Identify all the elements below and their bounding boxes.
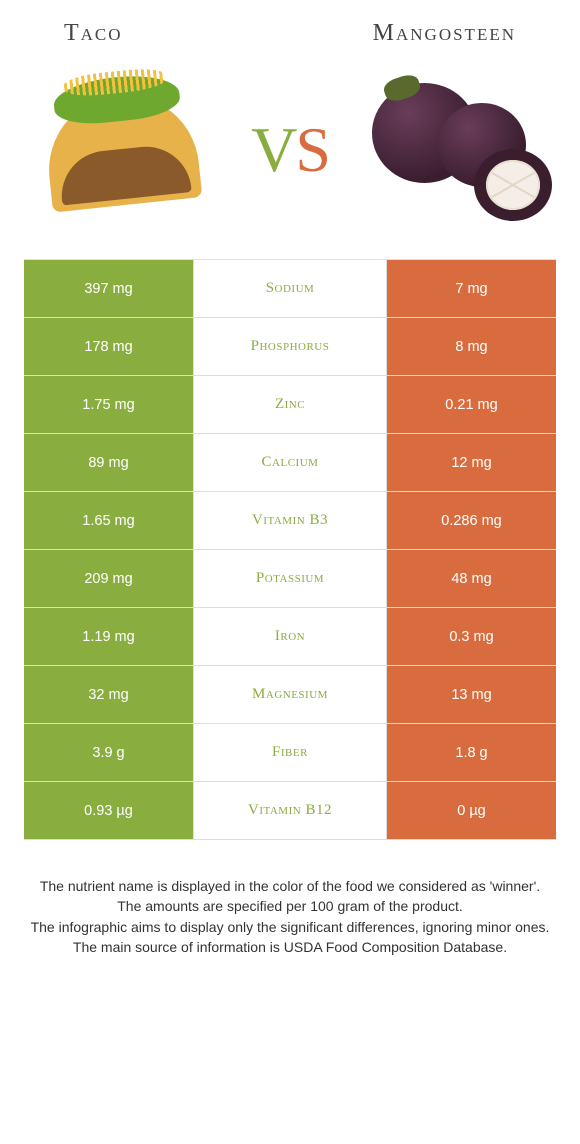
nutrient-name: Iron xyxy=(194,608,386,665)
nutrient-name: Vitamin B12 xyxy=(194,782,386,839)
left-value: 209 mg xyxy=(24,550,194,607)
right-value: 48 mg xyxy=(386,550,556,607)
table-row: 178 mgPhosphorus8 mg xyxy=(24,318,556,376)
vs-v: V xyxy=(251,114,295,185)
nutrient-name: Zinc xyxy=(194,376,386,433)
footnote-line: The infographic aims to display only the… xyxy=(30,917,550,937)
table-row: 1.75 mgZinc0.21 mg xyxy=(24,376,556,434)
table-row: 32 mgMagnesium13 mg xyxy=(24,666,556,724)
nutrient-name: Vitamin B3 xyxy=(194,492,386,549)
taco-icon xyxy=(41,87,202,212)
right-value: 0.286 mg xyxy=(386,492,556,549)
nutrient-name: Fiber xyxy=(194,724,386,781)
table-row: 397 mgSodium7 mg xyxy=(24,260,556,318)
mangosteen-icon xyxy=(364,75,554,225)
footnote-line: The nutrient name is displayed in the co… xyxy=(30,876,550,896)
left-value: 397 mg xyxy=(24,260,194,317)
table-row: 3.9 gFiber1.8 g xyxy=(24,724,556,782)
images-row: VS xyxy=(24,65,556,235)
footnote-line: The main source of information is USDA F… xyxy=(30,937,550,957)
table-row: 1.65 mgVitamin B30.286 mg xyxy=(24,492,556,550)
right-value: 8 mg xyxy=(386,318,556,375)
table-row: 0.93 µgVitamin B120 µg xyxy=(24,782,556,840)
left-value: 3.9 g xyxy=(24,724,194,781)
right-value: 7 mg xyxy=(386,260,556,317)
mangosteen-illustration xyxy=(361,70,556,230)
right-value: 13 mg xyxy=(386,666,556,723)
nutrient-name: Magnesium xyxy=(194,666,386,723)
right-value: 0.3 mg xyxy=(386,608,556,665)
header-row: Taco Mangosteen xyxy=(24,20,556,47)
left-value: 1.19 mg xyxy=(24,608,194,665)
table-row: 1.19 mgIron0.3 mg xyxy=(24,608,556,666)
table-row: 209 mgPotassium48 mg xyxy=(24,550,556,608)
taco-illustration xyxy=(24,70,219,230)
left-value: 32 mg xyxy=(24,666,194,723)
left-value: 1.65 mg xyxy=(24,492,194,549)
footnote-line: The amounts are specified per 100 gram o… xyxy=(30,896,550,916)
nutrient-name: Sodium xyxy=(194,260,386,317)
vs-s: S xyxy=(295,114,329,185)
nutrient-name: Calcium xyxy=(194,434,386,491)
right-value: 0.21 mg xyxy=(386,376,556,433)
right-food-title: Mangosteen xyxy=(373,20,516,47)
vs-label: VS xyxy=(251,118,329,182)
left-value: 178 mg xyxy=(24,318,194,375)
right-value: 12 mg xyxy=(386,434,556,491)
left-value: 1.75 mg xyxy=(24,376,194,433)
right-value: 0 µg xyxy=(386,782,556,839)
left-food-title: Taco xyxy=(64,20,123,47)
footnotes: The nutrient name is displayed in the co… xyxy=(24,876,556,957)
nutrient-name: Phosphorus xyxy=(194,318,386,375)
right-value: 1.8 g xyxy=(386,724,556,781)
left-value: 89 mg xyxy=(24,434,194,491)
infographic-container: Taco Mangosteen VS 397 mgSodium7 mg178 m… xyxy=(0,0,580,977)
table-row: 89 mgCalcium12 mg xyxy=(24,434,556,492)
nutrient-name: Potassium xyxy=(194,550,386,607)
left-value: 0.93 µg xyxy=(24,782,194,839)
nutrient-table: 397 mgSodium7 mg178 mgPhosphorus8 mg1.75… xyxy=(24,259,556,840)
